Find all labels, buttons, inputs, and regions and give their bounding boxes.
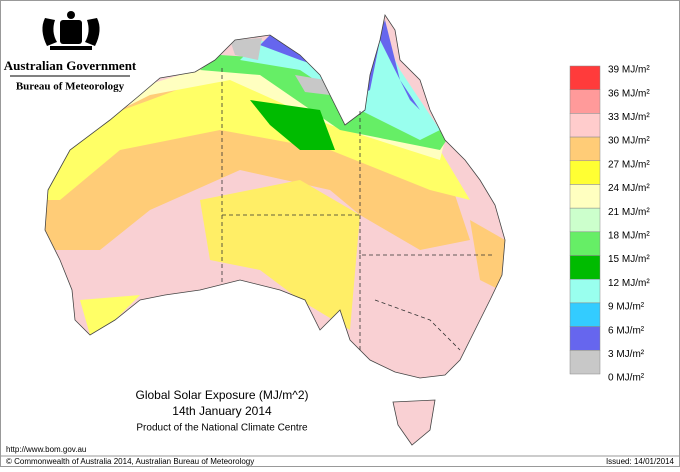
agency: Bureau of Meteorology xyxy=(16,81,125,93)
legend-swatch xyxy=(569,160,601,185)
government: Australian Government xyxy=(4,58,137,73)
legend-label: 12 MJ/m² xyxy=(608,278,650,289)
map-producer: Product of the National Climate Centre xyxy=(136,423,308,434)
tasmania xyxy=(392,399,436,446)
legend-swatch xyxy=(569,231,601,256)
legend-swatch xyxy=(569,255,601,280)
legend-swatch xyxy=(569,350,601,375)
map-title: Global Solar Exposure (MJ/m^2) xyxy=(135,388,308,402)
legend-swatch xyxy=(569,207,601,233)
legend-swatch xyxy=(569,278,601,304)
legend: 39 MJ/m² 36 MJ/m² 33 MJ/m² 30 MJ/m² 27 MJ/m²… xyxy=(569,65,650,384)
legend-label: 39 MJ/m² xyxy=(608,65,650,76)
legend-swatch xyxy=(569,136,601,162)
legend-label: 6 MJ/m² xyxy=(608,325,645,336)
legend-swatch xyxy=(569,184,601,209)
copyright: © Commonwealth of Australia 2014, Austra… xyxy=(6,457,254,466)
legend-label: 9 MJ/m² xyxy=(608,302,645,313)
legend-label: 15 MJ/m² xyxy=(608,254,650,265)
legend-label: 30 MJ/m² xyxy=(608,136,650,147)
legend-label: 18 MJ/m² xyxy=(608,230,650,241)
legend-swatch xyxy=(569,65,601,90)
legend-swatch xyxy=(569,89,601,114)
state-borders xyxy=(221,68,495,351)
issued: Issued: 14/01/2014 xyxy=(606,457,675,466)
legend-swatch xyxy=(569,113,601,138)
map-date: 14th January 2014 xyxy=(172,404,272,418)
legend-label: 36 MJ/m² xyxy=(608,88,650,99)
crest xyxy=(42,11,100,50)
legend-label: 3 MJ/m² xyxy=(608,349,645,360)
legend-label: 33 MJ/m² xyxy=(608,112,650,123)
coastline xyxy=(44,13,506,379)
legend-label: 21 MJ/m² xyxy=(608,207,650,218)
legend-label: 24 MJ/m² xyxy=(608,183,650,194)
legend-swatch xyxy=(569,326,601,351)
legend-swatch xyxy=(569,302,601,327)
url: http://www.bom.gov.au xyxy=(6,445,86,454)
legend-label: 27 MJ/m² xyxy=(608,159,650,170)
legend-label: 0 MJ/m² xyxy=(608,373,645,384)
